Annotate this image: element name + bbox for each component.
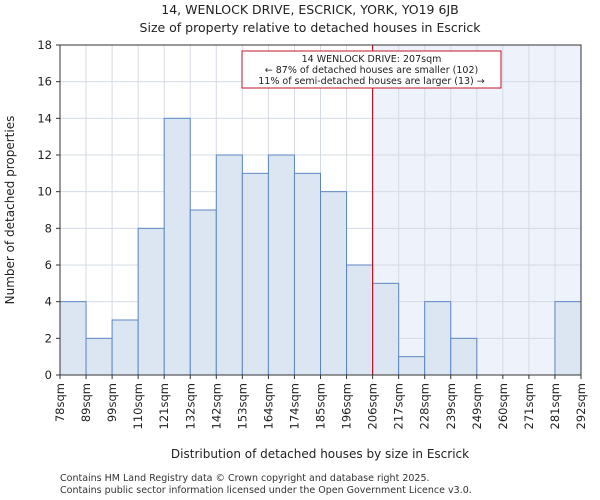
chart-subtitle: Size of property relative to detached ho… <box>140 20 482 35</box>
bar-121sqm <box>163 117 191 376</box>
x-tick-label: 196sqm <box>340 383 354 429</box>
bar-99sqm <box>111 319 139 376</box>
bar-78sqm <box>59 301 87 376</box>
x-tick-label: 281sqm <box>548 383 562 429</box>
x-tick-label: 142sqm <box>209 383 223 429</box>
annotation-border <box>241 50 502 89</box>
x-tick-label: 110sqm <box>131 383 145 429</box>
bar-174sqm <box>293 172 322 376</box>
x-tick-label: 239sqm <box>444 383 458 429</box>
y-tick-label: 2 <box>45 331 52 345</box>
y-tick-label: 10 <box>37 185 52 199</box>
x-tick-label: 174sqm <box>287 383 301 429</box>
annotation-line-2: ← 87% of detached houses are smaller (10… <box>265 65 478 76</box>
bar-164sqm <box>267 154 295 376</box>
bar-185sqm <box>320 191 348 376</box>
x-axis-label: Distribution of detached houses by size … <box>171 447 469 461</box>
bar-89sqm <box>85 337 113 376</box>
annotation-box: 14 WENLOCK DRIVE: 207sqm ← 87% of detach… <box>241 50 502 89</box>
bar-228sqm <box>424 301 452 376</box>
bar-153sqm <box>241 172 269 376</box>
annotation-line-3: 11% of semi-detached houses are larger (… <box>258 76 485 87</box>
x-tick-label: 249sqm <box>470 383 484 429</box>
y-axis-ticks: 0 2 4 6 8 10 12 14 16 18 <box>37 38 60 382</box>
x-axis-ticks: 78sqm 89sqm 99sqm 110sqm 121sqm 132sqm 142sqm 1… <box>53 375 588 429</box>
x-tick-label: 260sqm <box>496 383 510 429</box>
y-tick-label: 18 <box>37 38 52 52</box>
x-tick-label: 217sqm <box>392 383 406 429</box>
y-tick-label: 16 <box>37 75 52 89</box>
y-axis-label: Number of detached properties <box>3 116 17 305</box>
y-tick-label: 12 <box>37 148 52 162</box>
bar-196sqm <box>346 264 374 376</box>
bar-239sqm <box>450 337 478 376</box>
bar-206sqm <box>372 282 400 376</box>
annotation-line-1: 14 WENLOCK DRIVE: 207sqm <box>302 54 442 65</box>
y-tick-label: 6 <box>45 258 52 272</box>
x-tick-label: 89sqm <box>79 383 93 422</box>
bar-217sqm <box>398 356 426 376</box>
x-tick-label: 292sqm <box>574 383 588 429</box>
x-tick-label: 206sqm <box>366 383 380 429</box>
x-tick-label: 132sqm <box>183 383 197 429</box>
bar-110sqm <box>137 227 165 376</box>
bar-132sqm <box>189 209 217 376</box>
x-tick-label: 153sqm <box>235 383 249 429</box>
x-tick-label: 228sqm <box>418 383 432 429</box>
y-tick-label: 14 <box>37 111 52 125</box>
chart-title: 14, WENLOCK DRIVE, ESCRICK, YORK, YO19 6… <box>161 2 458 17</box>
y-tick-label: 4 <box>45 295 52 309</box>
x-tick-label: 78sqm <box>53 383 67 422</box>
bar-281sqm <box>554 301 582 376</box>
footer-line-2: Contains public sector information licen… <box>60 485 472 496</box>
x-tick-label: 121sqm <box>157 383 171 429</box>
y-tick-label: 8 <box>45 221 52 235</box>
x-tick-label: 164sqm <box>261 383 275 429</box>
bar-142sqm <box>215 154 243 376</box>
x-tick-label: 99sqm <box>105 383 119 422</box>
bars-group <box>59 117 582 376</box>
y-tick-label: 0 <box>45 368 52 382</box>
x-tick-label: 185sqm <box>314 383 328 429</box>
footer-line-1: Contains HM Land Registry data © Crown c… <box>60 473 430 484</box>
x-tick-label: 271sqm <box>522 383 536 429</box>
